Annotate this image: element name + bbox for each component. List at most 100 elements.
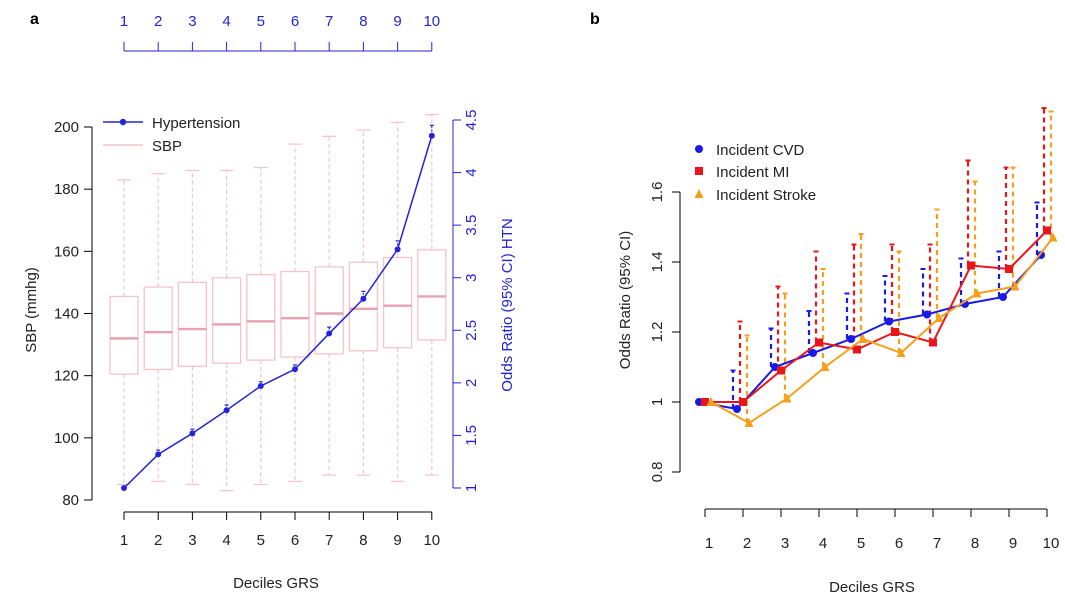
top-axis-tick-label: 2 [154,13,162,30]
sbp-box [382,256,413,349]
x-axis-tick-label: 3 [781,535,789,552]
sbp-box [143,286,173,371]
x-axis-tick-label: 3 [188,532,196,549]
panel-a-hypertension-line [121,124,435,491]
y-axis-right-tick-label: 2.5 [463,320,480,341]
y-axis-right-tick-label: 3 [463,274,480,282]
cvd-point [847,335,855,343]
sbp-box [280,270,310,358]
y-axis-tick-label: 1.2 [649,322,666,343]
y-axis-left-tick-label: 140 [54,306,79,323]
sbp-box [246,273,276,361]
top-axis-tick-label: 8 [359,13,367,30]
stroke-point [744,418,754,427]
mi-point [815,338,823,347]
x-axis-tick-label: 10 [1043,535,1060,552]
x-axis-tick-label: 9 [1009,535,1017,552]
stroke-point [1048,232,1058,242]
x-axis-tick-label: 8 [359,532,367,549]
mi-point [701,398,709,406]
mi-point [777,366,785,375]
panel-b-axes: 1 2 3 4 5 6 7 8 9 10 0.8 1 1.2 1.4 1.6 [649,182,1059,552]
y-axis-right-tick-label: 4.5 [463,110,480,131]
x-axis-tick-label: 9 [393,532,401,549]
panel-a-ylabel-left: SBP (mmhg) [23,267,40,353]
panel-a-axes: 1 2 3 4 5 6 7 8 9 10 80 100 120 140 160 180 200 1 1.5 2 2.5 3… [54,110,480,549]
sbp-box [417,249,447,341]
legend-mi-marker-icon [695,167,703,175]
cvd-point [999,293,1007,301]
sbp-box [109,295,139,375]
stroke-point [820,362,830,371]
x-axis-tick-label: 6 [291,532,299,549]
mi-point [967,261,975,270]
legend-hypertension-marker-icon [119,118,127,126]
cvd-point [885,317,893,326]
hypertension-point [428,132,435,139]
mi-point [1005,265,1013,273]
mi-point [891,328,899,336]
cvd-point [923,310,931,319]
top-axis-tick-label: 10 [423,13,440,30]
x-axis-tick-label: 1 [120,532,128,549]
hypertension-point [223,407,230,414]
y-axis-left-tick-label: 80 [62,492,79,509]
sbp-box [177,281,208,367]
y-axis-left-tick-label: 180 [54,181,79,198]
y-axis-tick-label: 0.8 [649,462,666,483]
stroke-point [782,393,792,403]
legend-sbp-label: SBP [152,138,182,155]
legend-mi-label: Incident MI [716,164,789,181]
y-axis-right-tick-label: 4 [463,168,480,176]
x-axis-tick-label: 10 [423,532,440,549]
stroke-point [858,334,868,343]
legend-stroke-marker-icon [694,189,704,198]
y-axis-tick-label: 1 [649,398,666,406]
legend-cvd-marker-icon [695,145,703,153]
y-axis-left-tick-label: 200 [54,119,79,136]
x-axis-tick-label: 7 [933,535,941,552]
top-axis-tick-label: 3 [188,13,196,30]
legend-hypertension-label: Hypertension [152,115,240,132]
mi-point [853,345,861,354]
panel-a-xlabel: Deciles GRS [233,575,319,592]
y-axis-right-tick-label: 3.5 [463,215,480,236]
hypertension-point [121,485,127,491]
mi-point [739,398,747,406]
x-axis-tick-label: 4 [819,535,827,552]
panel-a-top-decile-axis: 1 2 3 4 5 6 7 8 9 10 [120,13,440,52]
top-axis-tick-label: 1 [120,13,128,30]
top-axis-tick-label: 5 [257,13,265,30]
sbp-box [314,266,344,355]
top-axis-tick-label: 9 [393,13,401,30]
sbp-box [211,277,242,364]
panel-a-ylabel-right: Odds Ratio (95% CI) HTN [499,218,516,391]
hypertension-point [189,430,196,437]
y-axis-right-tick-label: 1 [463,484,480,492]
x-axis-tick-label: 5 [257,532,265,549]
panel-a-sbp-boxplots [109,113,447,492]
x-axis-tick-label: 1 [705,535,713,552]
hypertension-point [155,451,162,458]
legend-stroke-label: Incident Stroke [716,187,816,204]
panel-b-xlabel: Deciles GRS [829,579,915,596]
panel-a-label: a [30,11,39,28]
x-axis-tick-label: 6 [895,535,903,552]
cvd-point [733,405,741,413]
cvd-point [809,349,817,357]
mi-point [929,338,937,347]
stroke-point [972,288,982,298]
x-axis-tick-label: 8 [971,535,979,552]
y-axis-right-tick-label: 1.5 [463,425,480,446]
y-axis-left-tick-label: 100 [54,430,79,447]
stroke-point [706,397,716,406]
legend-cvd-label: Incident CVD [716,142,805,159]
y-axis-tick-label: 1.6 [649,182,666,203]
hypertension-point [257,383,264,390]
series-line [710,236,1054,425]
series-line [705,229,1048,403]
y-axis-right-tick-label: 2 [463,379,480,387]
hypertension-line [123,135,433,489]
x-axis-tick-label: 5 [857,535,865,552]
